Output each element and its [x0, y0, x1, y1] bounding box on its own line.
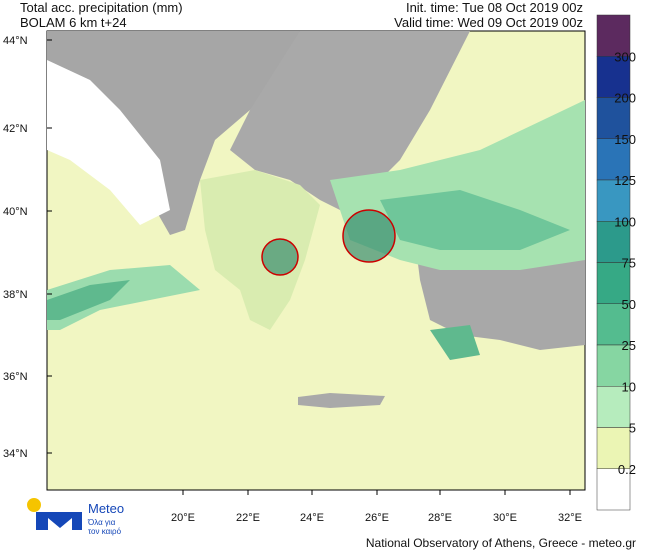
model: BOLAM 6 km t+24	[20, 15, 127, 30]
colorbar-label: 150	[614, 132, 636, 147]
lon-label: 30°E	[493, 512, 517, 524]
lat-label: 40°N	[3, 206, 28, 218]
footer: National Observatory of Athens, Greece -…	[366, 536, 636, 550]
colorbar-label: 75	[622, 256, 636, 271]
colorbar-box	[596, 262, 631, 304]
colorbar-label: 200	[614, 91, 636, 106]
colorbar-box	[596, 344, 631, 387]
colorbar-label: 125	[614, 173, 636, 188]
map	[46, 30, 586, 491]
colorbar-box	[596, 138, 631, 181]
lon-label: 28°E	[428, 512, 452, 524]
lon-label: 22°E	[236, 512, 260, 524]
colorbar-label: 5	[629, 421, 636, 436]
colorbar-label: 50	[622, 297, 636, 312]
colorbar-label: 25	[622, 338, 636, 353]
colorbar-label: 10	[622, 379, 636, 394]
valid-time: Valid time: Wed 09 Oct 2019 00z	[394, 15, 583, 30]
colorbar-box	[596, 56, 631, 98]
colorbar-box	[596, 221, 631, 263]
logo-tagline: Όλα για	[87, 518, 116, 527]
colorbar-box	[596, 303, 631, 346]
colorbar: 300 200 150 125 100 75 50 25 10 5 0.2	[596, 14, 636, 511]
init-time: Init. time: Tue 08 Oct 2019 00z	[406, 0, 583, 15]
logo-name: Meteo	[88, 501, 124, 516]
lon-label: 32°E	[558, 512, 582, 524]
lat-axis: 44°N 42°N 40°N 38°N 36°N 34°N	[3, 35, 52, 460]
lat-label: 44°N	[3, 35, 28, 47]
lon-label: 26°E	[365, 512, 389, 524]
lon-label: 24°E	[300, 512, 324, 524]
title: Total acc. precipitation (mm)	[20, 0, 183, 15]
lat-label: 38°N	[3, 289, 28, 301]
colorbar-box	[596, 386, 631, 428]
colorbar-box	[596, 14, 631, 57]
colorbar-box	[596, 468, 631, 511]
lon-axis: 20°E 22°E 24°E 26°E 28°E 30°E 32°E	[171, 490, 582, 524]
logo-tagline: τον καιρό	[88, 527, 122, 536]
colorbar-label: 0.2	[618, 462, 636, 477]
lon-label: 20°E	[171, 512, 195, 524]
lat-label: 34°N	[3, 448, 28, 460]
colorbar-label: 300	[614, 49, 636, 64]
logo: Meteo Όλα για τον καιρό	[27, 498, 124, 536]
colorbar-label: 100	[614, 214, 636, 229]
lat-label: 42°N	[3, 123, 28, 135]
colorbar-box	[596, 427, 631, 469]
lat-label: 36°N	[3, 371, 28, 383]
